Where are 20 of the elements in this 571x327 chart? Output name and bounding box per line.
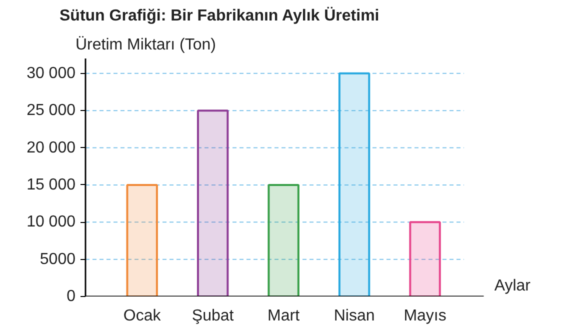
bar (268, 184, 300, 296)
y-tick-label: 30 000 (26, 64, 76, 82)
y-tick-label: 0 (66, 288, 76, 305)
bar (338, 72, 370, 296)
bar (409, 221, 441, 296)
y-tick-label: 20 000 (26, 139, 76, 156)
y-tick-label: 10 000 (26, 214, 76, 231)
y-tick-label: 25 000 (26, 102, 76, 120)
x-tick-label: Ocak (123, 308, 162, 324)
y-tick-label: 5000 (40, 250, 76, 268)
x-tick-label: Mayıs (404, 308, 446, 324)
x-axis-title: Aylar (494, 278, 532, 294)
x-tick-label: Şubat (192, 308, 234, 324)
chart-title: Sütun Grafiği: Bir Fabrikanın Aylık Üretimi (60, 6, 380, 24)
bar (126, 184, 158, 296)
bar (196, 110, 229, 296)
y-axis-title: Üretim Miktarı (Ton) (76, 36, 216, 54)
x-tick-label: Mart (268, 308, 300, 324)
x-tick-label: Nisan (334, 308, 375, 324)
y-tick-label: 15 000 (26, 176, 76, 194)
